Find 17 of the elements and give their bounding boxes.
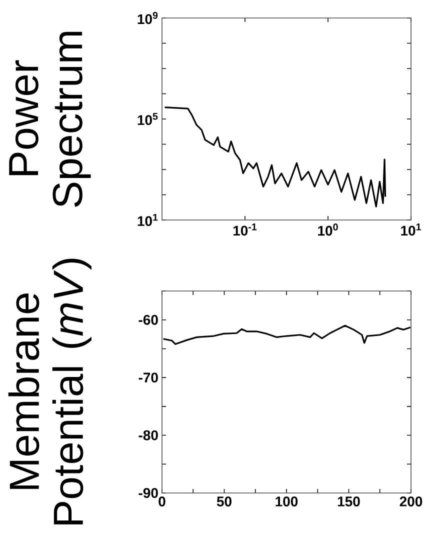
y-tick-label: -80 <box>138 430 158 440</box>
x-tick-label: 200 <box>400 496 422 506</box>
y-tick-label: 10$^{9}$ <box>138 12 158 24</box>
x-tick-label: 10$^{0}$ <box>318 224 338 236</box>
y-tick-label: 10$^{5}$ <box>138 112 158 126</box>
x-tick-label: 100 <box>276 496 298 506</box>
y-tick-label: 10$^{1}$ <box>138 214 158 226</box>
x-tick-label: 10$^{1}$ <box>401 224 421 236</box>
line-series <box>162 324 412 345</box>
y-tick-label: -90 <box>138 488 158 498</box>
x-tick-label: 0 <box>158 496 166 506</box>
x-tick-label: 50 <box>216 496 232 506</box>
x-tick-label: 10$^{-1}$ <box>233 224 257 236</box>
y-axis-title: Power Spectrum <box>9 32 91 207</box>
y-tick-label: -60 <box>138 314 158 325</box>
x-tick-label: 150 <box>338 496 360 506</box>
y-tick-label: -70 <box>138 372 158 383</box>
